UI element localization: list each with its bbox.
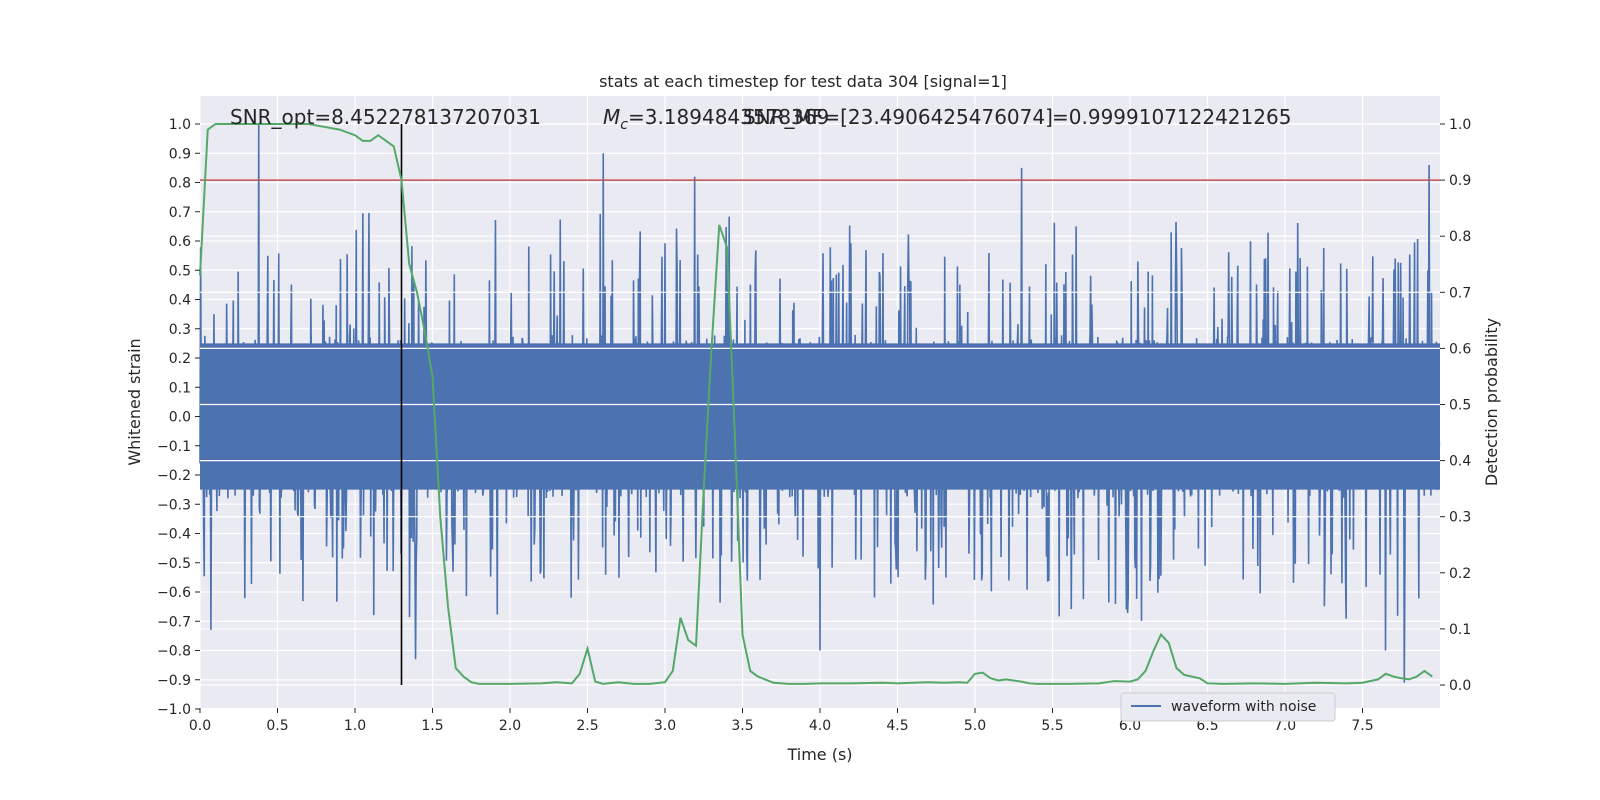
y2-tick-label: 0.4	[1449, 454, 1471, 470]
x-tick-label: 6.5	[1196, 718, 1218, 734]
snr-mf-annotation: SNR_MF=[23.4906425476074]	[743, 105, 1053, 129]
y-tick-label: 0.7	[169, 205, 191, 221]
y2-tick-label: 0.2	[1449, 566, 1471, 582]
detection-probability-line	[199, 123, 1433, 685]
y-tick-label: 0.1	[169, 380, 191, 396]
x-tick-label: 4.5	[886, 718, 908, 734]
y-tick-label: 0.4	[169, 293, 191, 309]
y2-tick-label: 0.5	[1449, 398, 1471, 414]
detection-probability-series	[199, 123, 1433, 685]
x-axis-ticks: 0.0 0.5 1.0 1.5 2.0 2.5 3.0 3.5 4.0 4.5 5.0 5.5 6.0 6…	[189, 708, 1374, 734]
x-axis-label: Time (s)	[786, 745, 852, 764]
y-tick-label: −0.4	[157, 527, 191, 543]
y2-tick-label: 0.9	[1449, 173, 1471, 189]
y2-tick-label: 0.7	[1449, 285, 1471, 301]
y-tick-label: 0.0	[169, 410, 191, 426]
y2-tick-label: 1.0	[1449, 117, 1471, 133]
y-tick-label: 0.8	[169, 176, 191, 192]
y-tick-label: −0.2	[157, 468, 191, 484]
overlap-annotation: =0.9999107122421265	[1052, 105, 1291, 129]
snr-opt-annotation: SNR_opt=8.452278137207031	[230, 105, 541, 129]
x-tick-label: 3.5	[731, 718, 753, 734]
waveform-core-band	[200, 343, 1440, 490]
y-tick-label: −0.5	[157, 556, 191, 572]
y-axis-ticks: 1.0 0.9 0.8 0.7 0.6 0.5 0.4 0.3 0.2 0.1 0.0 −0.1 −0.…	[157, 117, 200, 718]
y-tick-label: −0.3	[157, 497, 191, 513]
x-tick-label: 2.0	[499, 718, 521, 734]
legend-label: waveform with noise	[1171, 699, 1316, 715]
y2-tick-label: 0.0	[1449, 678, 1471, 694]
y2-axis-ticks: 1.0 0.9 0.8 0.7 0.6 0.5 0.4 0.3 0.2 0.1 0.0	[1440, 117, 1471, 694]
chirp-mass-annotation: Mc=3.1894843578369	[603, 105, 829, 133]
y-tick-label: −0.9	[157, 673, 191, 689]
y-tick-label: 0.5	[169, 263, 191, 279]
waveform-series	[199, 123, 1441, 683]
x-tick-label: 5.0	[964, 718, 986, 734]
x-tick-label: 4.0	[809, 718, 831, 734]
y-tick-label: −1.0	[157, 702, 191, 718]
y2-axis-label: Detection probability	[1482, 318, 1501, 486]
x-tick-label: 0.5	[266, 718, 288, 734]
x-tick-label: 7.0	[1274, 718, 1296, 734]
y-tick-label: −0.8	[157, 644, 191, 660]
y-tick-label: 0.6	[169, 234, 191, 250]
x-tick-label: 5.5	[1041, 718, 1063, 734]
y2-tick-label: 0.3	[1449, 510, 1471, 526]
x-tick-label: 0.0	[189, 718, 211, 734]
x-tick-label: 7.5	[1351, 718, 1373, 734]
chart-title: stats at each timestep for test data 304…	[599, 72, 1007, 91]
y-tick-label: 0.2	[169, 351, 191, 367]
mc-subscript: c	[620, 117, 628, 133]
x-tick-label: 1.5	[421, 718, 443, 734]
y2-tick-label: 0.1	[1449, 622, 1471, 638]
y-tick-label: 0.3	[169, 322, 191, 338]
y2-tick-label: 0.6	[1449, 341, 1471, 357]
y-tick-label: 1.0	[169, 117, 191, 133]
overlay-lines	[200, 124, 1440, 685]
mc-value: =3.1894843578369	[628, 105, 829, 129]
y-tick-label: 0.9	[169, 146, 191, 162]
legend: waveform with noise	[1120, 692, 1336, 722]
legend-box	[1120, 692, 1336, 722]
x-tick-label: 1.0	[344, 718, 366, 734]
y-axis-label: Whitened strain	[125, 338, 144, 465]
x-tick-label: 3.0	[654, 718, 676, 734]
y-tick-label: −0.7	[157, 614, 191, 630]
mc-symbol: M	[603, 105, 620, 129]
x-tick-label: 2.5	[576, 718, 598, 734]
y2-tick-label: 0.8	[1449, 229, 1471, 245]
y-tick-label: −0.1	[157, 439, 191, 455]
y-tick-label: −0.6	[157, 585, 191, 601]
x-tick-label: 6.0	[1119, 718, 1141, 734]
